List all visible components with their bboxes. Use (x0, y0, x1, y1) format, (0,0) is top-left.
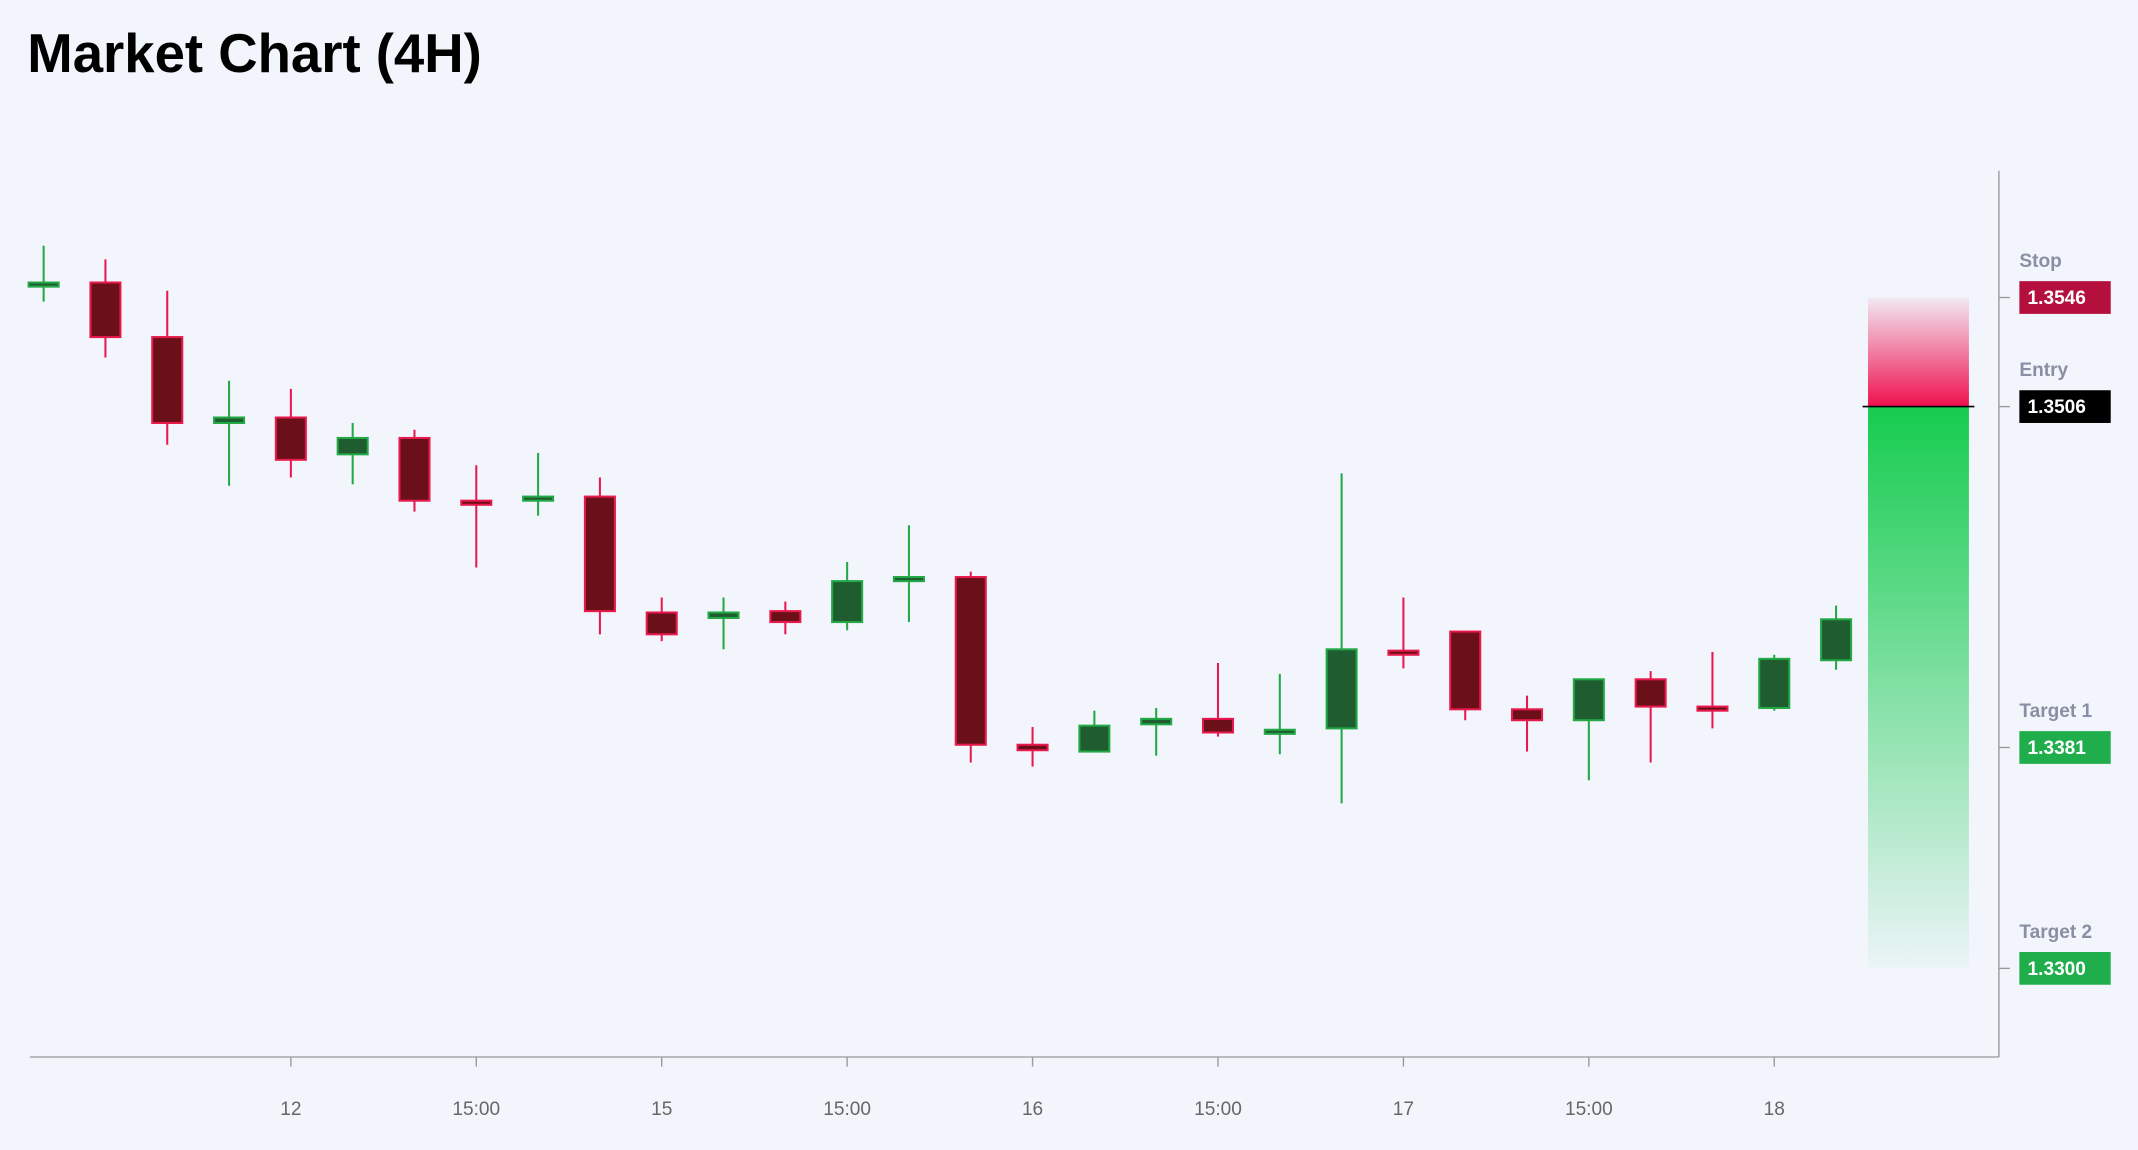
candle-body (1387, 649, 1420, 656)
level-badge (2019, 390, 2111, 423)
x-tick-label: 17 (1393, 1099, 1414, 1120)
candle-body (213, 416, 246, 424)
candle-body (1572, 678, 1605, 722)
x-tick-label: 18 (1764, 1099, 1785, 1120)
candle-body (460, 499, 493, 506)
x-tick-label: 15:00 (823, 1099, 871, 1120)
candle-body (274, 416, 307, 461)
candle-body (1511, 708, 1544, 722)
candle-body (707, 611, 740, 619)
x-tick-label: 15:00 (452, 1099, 500, 1120)
candle-body (398, 436, 431, 502)
candle-body (336, 436, 369, 456)
candle-body (583, 495, 616, 613)
risk-zone (1868, 297, 1969, 407)
candle-body (1140, 717, 1173, 726)
candle-body (89, 281, 122, 339)
x-tick-label: 15 (651, 1099, 672, 1120)
level-value-label: 1.3300 (2028, 959, 2086, 980)
level-badge (2019, 281, 2111, 314)
candle-body (645, 611, 678, 636)
level-value-label: 1.3506 (2028, 397, 2086, 418)
chart-title: Market Chart (4H) (27, 23, 482, 84)
candle-body (954, 576, 987, 746)
x-tick-label: 15:00 (1194, 1099, 1242, 1120)
x-tick-label: 12 (280, 1099, 301, 1120)
level-name: Target 1 (2019, 701, 2092, 722)
candle-body (151, 336, 184, 424)
candle-body (1820, 618, 1853, 662)
candle-body (892, 576, 925, 583)
candle-body (1201, 717, 1235, 734)
candle-body (769, 610, 802, 624)
x-tick-label: 15:00 (1565, 1099, 1613, 1120)
candle-body (831, 580, 864, 624)
candle-body (1325, 648, 1358, 730)
candle-body (1263, 728, 1296, 735)
candle-body (1078, 724, 1111, 753)
level-value-label: 1.3381 (2028, 738, 2087, 759)
reward-zone (1868, 406, 1969, 969)
level-badge (2019, 952, 2111, 985)
candle-body (1634, 678, 1667, 708)
candle-body (1696, 705, 1729, 712)
candle-body (27, 281, 60, 288)
candle-body (1016, 743, 1049, 752)
level-badge (2019, 731, 2111, 764)
x-tick-label: 16 (1022, 1099, 1043, 1120)
candle-body (1449, 630, 1482, 711)
candle-body (522, 495, 555, 502)
level-value-label: 1.3546 (2028, 288, 2086, 309)
candle-body (1758, 657, 1791, 709)
level-name: Target 2 (2019, 922, 2092, 943)
level-name: Stop (2019, 251, 2061, 272)
level-name: Entry (2019, 360, 2068, 381)
